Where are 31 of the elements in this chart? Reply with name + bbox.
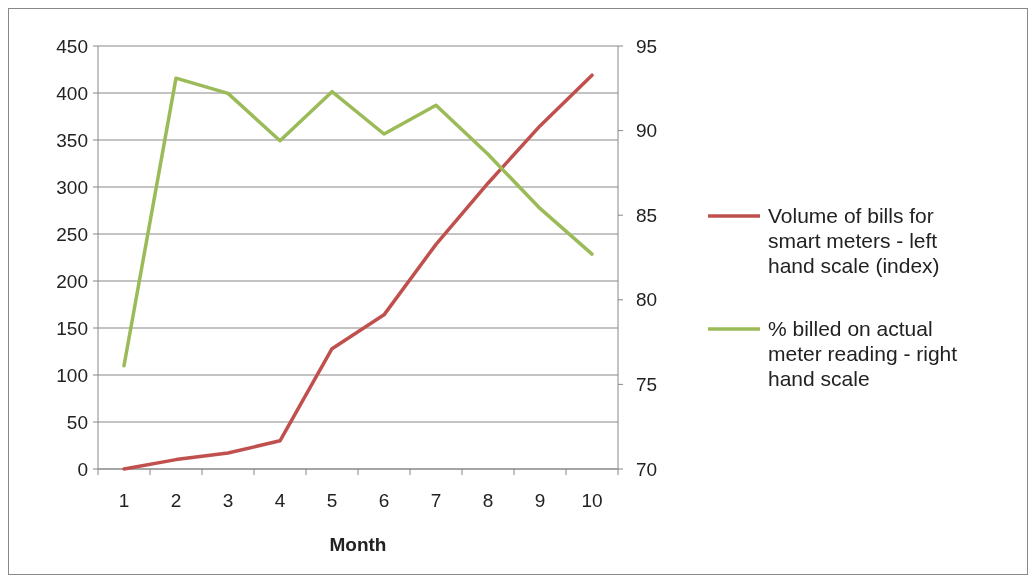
y-tick-label: 200	[56, 270, 88, 292]
y2-tick-label: 80	[636, 289, 658, 311]
line-series	[122, 76, 594, 368]
y-tick-label: 50	[66, 411, 88, 433]
y-tick-label: 350	[56, 129, 88, 151]
y2-tick-label: 85	[636, 204, 658, 226]
y-tick-label: 400	[56, 82, 88, 104]
y2-tick-label: 70	[636, 458, 658, 480]
x-tick-label: 7	[430, 490, 442, 511]
x-axis-title: Month	[329, 534, 387, 555]
x-tick-label: 10	[581, 490, 603, 511]
x-tick-label: 2	[170, 490, 182, 511]
x-tick-label: 1	[118, 490, 130, 511]
legend-label: % billed on actual meter reading - right hand scale	[768, 317, 958, 391]
x-tick-label: 9	[534, 490, 546, 511]
y-tick-label: 450	[56, 35, 88, 57]
y-tick-label: 300	[56, 176, 88, 198]
y-tick-label: 0	[77, 458, 88, 480]
y2-tick-label: 75	[636, 374, 658, 396]
x-tick-label: 6	[378, 490, 390, 511]
y-tick-label: 250	[56, 223, 88, 245]
y-tick-label: 100	[56, 364, 88, 386]
x-tick-label: 4	[274, 490, 286, 511]
y2-tick-label: 90	[636, 120, 658, 142]
x-tick-label: 5	[326, 490, 338, 511]
x-tick-label: 8	[482, 490, 494, 511]
line-series	[122, 73, 594, 471]
x-tick-label: 3	[222, 490, 234, 511]
y-tick-label: 150	[56, 317, 88, 339]
y2-tick-label: 95	[636, 35, 658, 57]
legend-label: Volume of bills for smart meters - left hand scale (index)	[768, 204, 940, 278]
